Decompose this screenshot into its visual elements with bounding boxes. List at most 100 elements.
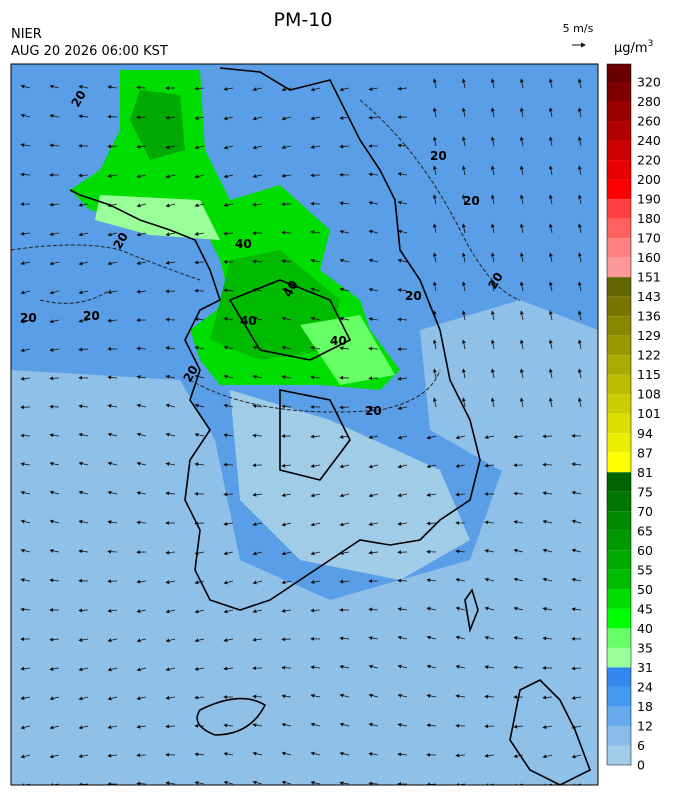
colorbar-segment: [607, 316, 631, 336]
colorbar-label: 170: [637, 231, 661, 246]
colorbar-segment: [607, 355, 631, 375]
colorbar-label: 24: [637, 679, 653, 694]
colorbar-segment: [607, 472, 631, 492]
contour-label: 20: [405, 289, 422, 303]
colorbar-segment: [607, 570, 631, 590]
colorbar-label: 122: [637, 348, 661, 363]
colorbar-segment: [607, 394, 631, 414]
colorbar-label: 31: [637, 660, 653, 675]
wind-arrow: [456, 755, 465, 756]
colorbar-segment: [607, 258, 631, 278]
wind-arrow: [166, 726, 175, 727]
colorbar-segment: [607, 667, 631, 687]
colorbar-label: 143: [637, 289, 661, 304]
colorbar-segment: [607, 706, 631, 726]
colorbar-segment: [607, 277, 631, 297]
colorbar-segment: [607, 550, 631, 570]
colorbar-label: 94: [637, 426, 653, 441]
colorbar-segment: [607, 141, 631, 161]
colorbar-segment: [607, 726, 631, 746]
colorbar-label: 35: [637, 640, 653, 655]
colorbar-label: 129: [637, 328, 661, 343]
wind-arrow: [108, 146, 117, 147]
colorbar-label: 101: [637, 406, 661, 421]
agency: NIER: [11, 27, 42, 42]
colorbar-segment: [607, 687, 631, 707]
colorbar: 3202802602402202001901801701601511431361…: [607, 64, 661, 773]
colorbar-label: 40: [637, 621, 653, 636]
colorbar-segment: [607, 121, 631, 141]
colorbar-segment: [607, 589, 631, 609]
colorbar-segment: [607, 82, 631, 102]
unit-sup: 3: [648, 39, 654, 49]
colorbar-segment: [607, 531, 631, 551]
unit-base: µg/m: [614, 41, 648, 56]
colorbar-label: 45: [637, 601, 653, 616]
colorbar-label: 151: [637, 270, 661, 285]
colorbar-segment: [607, 745, 631, 765]
colorbar-segment: [607, 492, 631, 512]
title: PM-10: [274, 9, 333, 31]
colorbar-label: 260: [637, 114, 661, 129]
contour-label: 40: [330, 334, 347, 348]
contour-label: 20: [20, 311, 37, 325]
colorbar-label: 180: [637, 211, 661, 226]
contour-label: 20: [83, 309, 100, 323]
wind-arrow: [369, 348, 378, 349]
colorbar-label: 320: [637, 75, 661, 90]
colorbar-segment: [607, 414, 631, 434]
contour-label: 20: [463, 194, 480, 208]
wind-arrow: [137, 783, 146, 784]
colorbar-segment: [607, 609, 631, 629]
colorbar-segment: [607, 180, 631, 200]
wind-arrow: [50, 378, 59, 379]
wind-arrow: [311, 175, 320, 176]
colorbar-label: 0: [637, 758, 645, 773]
colorbar-label: 87: [637, 445, 653, 460]
colorbar-label: 160: [637, 250, 661, 265]
wind-arrow: [398, 580, 407, 581]
wind-scale-label: 5 m/s: [563, 22, 594, 35]
colorbar-segment: [607, 336, 631, 356]
colorbar-label: 6: [637, 738, 645, 753]
colorbar-label: 240: [637, 133, 661, 148]
contour-label: 40: [235, 237, 252, 251]
wind-arrow: [108, 551, 117, 552]
colorbar-segment: [607, 160, 631, 180]
colorbar-segment: [607, 64, 631, 82]
colorbar-segment: [607, 297, 631, 317]
wind-arrow: [166, 319, 175, 320]
datetime: AUG 20 2026 06:00 KST: [11, 44, 168, 59]
contour-label: 20: [430, 149, 447, 163]
colorbar-label: 190: [637, 192, 661, 207]
colorbar-segment: [607, 628, 631, 648]
colorbar-label: 55: [637, 562, 653, 577]
colorbar-label: 81: [637, 465, 653, 480]
colorbar-label: 50: [637, 582, 653, 597]
unit: µg/m3: [614, 39, 653, 56]
wind-arrow: [427, 523, 436, 524]
colorbar-label: 18: [637, 699, 653, 714]
colorbar-label: 60: [637, 543, 653, 558]
colorbar-label: 280: [637, 94, 661, 109]
colorbar-label: 136: [637, 309, 661, 324]
colorbar-segment: [607, 453, 631, 473]
contour-label: 40: [240, 314, 257, 328]
colorbar-segment: [607, 102, 631, 122]
colorbar-label: 70: [637, 504, 653, 519]
colorbar-segment: [607, 219, 631, 239]
colorbar-segment: [607, 375, 631, 395]
colorbar-label: 220: [637, 153, 661, 168]
colorbar-segment: [607, 648, 631, 668]
colorbar-segment: [607, 199, 631, 219]
colorbar-segment: [607, 511, 631, 531]
colorbar-label: 115: [637, 367, 661, 382]
colorbar-label: 65: [637, 523, 653, 538]
colorbar-label: 200: [637, 172, 661, 187]
colorbar-label: 75: [637, 484, 653, 499]
contour-label: 20: [365, 404, 382, 418]
colorbar-segment: [607, 238, 631, 258]
